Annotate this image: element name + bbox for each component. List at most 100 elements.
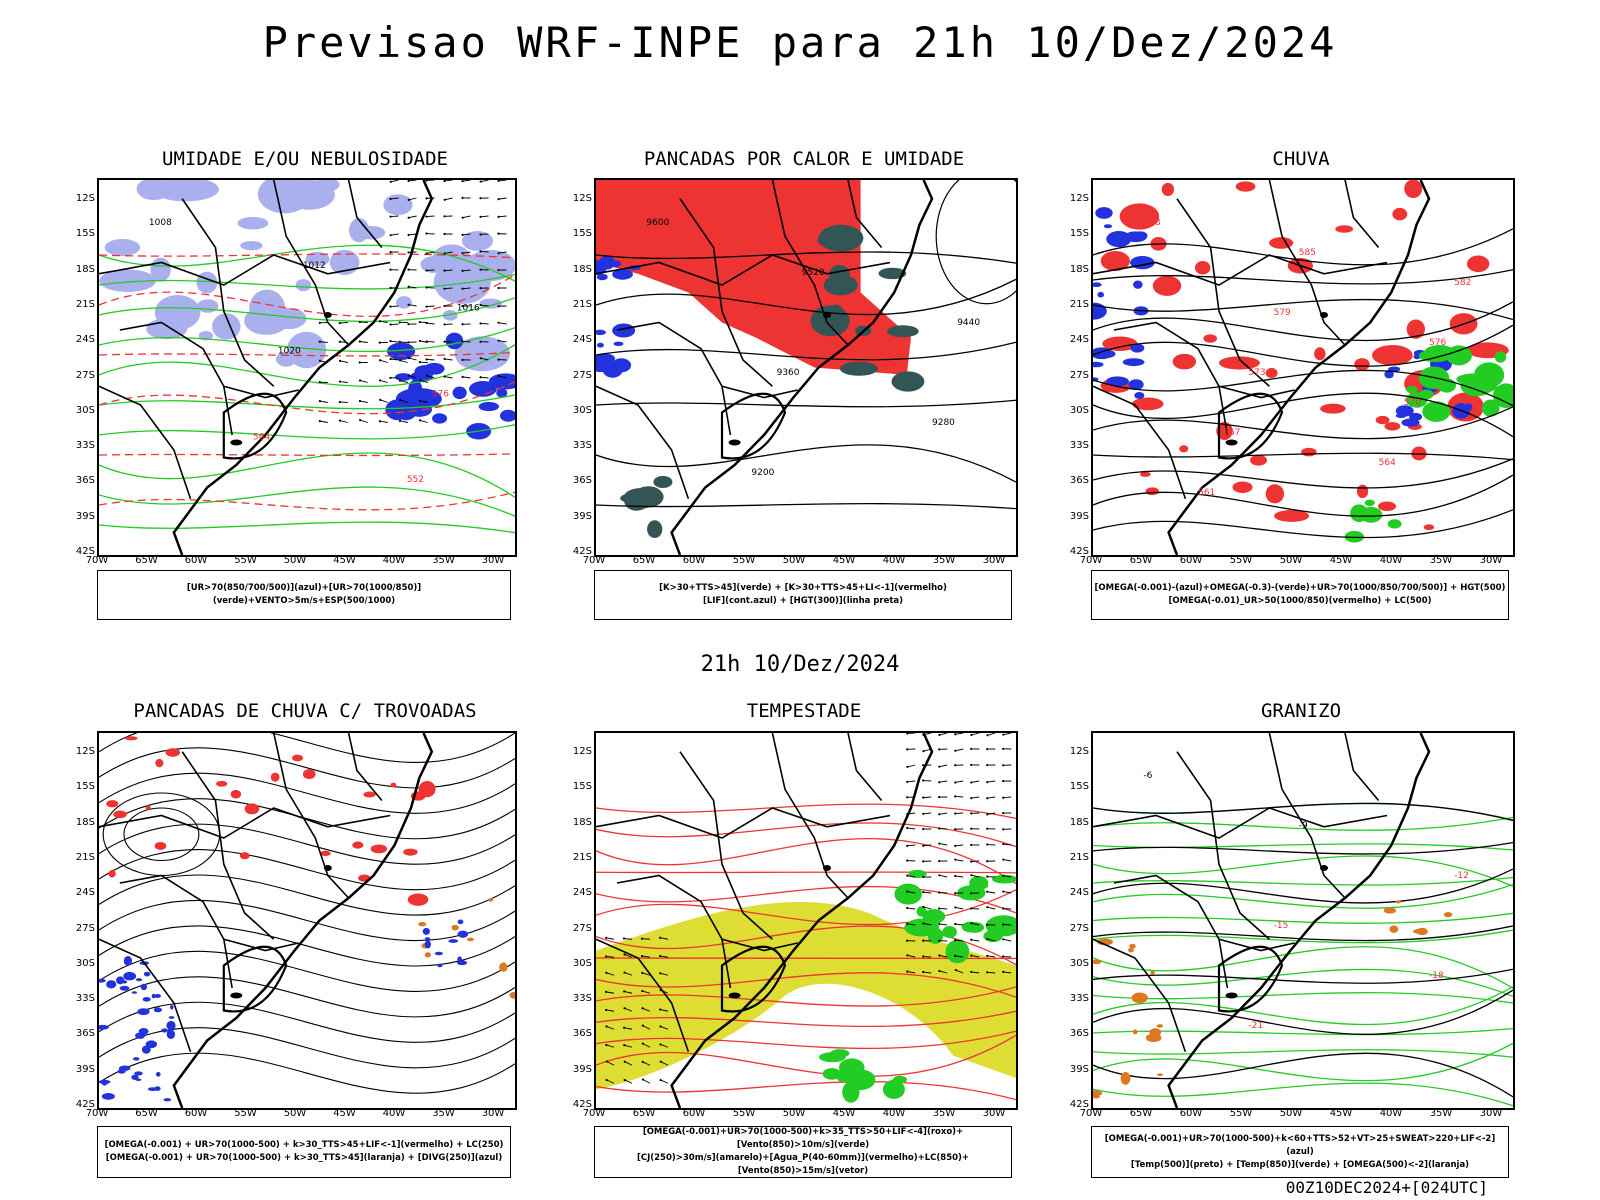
lon-tick-label: 60W (184, 1108, 208, 1119)
lon-tick-label: 50W (283, 1108, 307, 1119)
lat-tick-label: 39S (1069, 1063, 1089, 1075)
lon-tick-label: 60W (682, 555, 706, 566)
lon-tick-label: 35W (1429, 555, 1453, 566)
lon-tick-label: 55W (1229, 555, 1253, 566)
lat-tick-label: 30S (572, 957, 592, 969)
legend-line: [OMEGA(-0.001)+UR>70(1000-500)+k<60+TTS>… (1104, 1133, 1496, 1157)
lat-tick-label: 12S (75, 746, 95, 757)
thunderstorm-red-area (106, 736, 436, 906)
lat-tick-label: 33S (75, 440, 95, 452)
contour-label: 1012 (303, 261, 326, 271)
wind850-vectors-west (596, 936, 669, 1084)
contour-label: 9200 (751, 468, 774, 478)
lat-tick-label: 27S (1069, 922, 1089, 934)
legend-line: [OMEGA(-0.001)-(azul)+OMEGA(-0.3)-(verde… (1094, 583, 1506, 593)
lat-tick-label: 36S (572, 475, 592, 487)
lat-tick-label: 36S (572, 1028, 592, 1040)
lat-tick-label: 42S (572, 546, 592, 557)
contour-label: 573 (1248, 368, 1265, 378)
lat-tick-label: 18S (1069, 816, 1089, 828)
lon-tick-label: 70W (1079, 1108, 1103, 1119)
panel-title-hail: GRANIZO (1260, 700, 1342, 722)
thickness-contours (99, 253, 515, 511)
lat-tick-label: 39S (572, 510, 592, 522)
contour-labels: 588 585 582 579 576 573 570 567 564 561 (1143, 218, 1471, 498)
legend-line: [OMEGA(-0.001)+UR>70(1000-500)+k>35_TTS>… (642, 1127, 964, 1150)
lon-tick-label: 35W (932, 1108, 956, 1119)
contour-label: 9440 (957, 318, 980, 328)
lon-tick-label: 35W (432, 555, 455, 566)
lon-tick-label: 65W (135, 1108, 158, 1119)
lat-tick-label: 18S (572, 816, 592, 828)
lon-tick-label: 35W (1429, 1108, 1453, 1119)
contour-label: 1016 (457, 304, 480, 314)
lat-tick-label: 12S (1069, 193, 1089, 204)
lat-tick-label: 15S (572, 781, 592, 793)
lon-tick-label: 60W (682, 1108, 706, 1119)
rain-green-area (1405, 345, 1513, 422)
lat-tick-label: 30S (1069, 404, 1089, 416)
legend-hail: [OMEGA(-0.001)+UR>70(1000-500)+k<60+TTS>… (1091, 1126, 1509, 1178)
lon-tick-label: 60W (1179, 1108, 1203, 1119)
legend-thunderstorms: [OMEGA(-0.001) + UR>70(1000-500) + k>30_… (97, 1126, 511, 1178)
lat-tick-label: 21S (572, 851, 592, 863)
coastline-and-borders (99, 180, 434, 555)
lon-tick-label: 50W (1279, 1108, 1303, 1119)
lon-tick-label: 55W (732, 1108, 756, 1119)
contour-label: 564 (1379, 458, 1396, 468)
contour-label: 588 (1143, 218, 1160, 228)
contour-label: 552 (407, 475, 424, 485)
convection-red-area (596, 180, 911, 375)
lon-tick-label: 70W (582, 1108, 606, 1119)
lat-tick-label: 39S (75, 510, 95, 522)
lat-tick-label: 15S (572, 228, 592, 240)
mid-time-label: 21h 10/Dez/2024 (700, 652, 900, 677)
contour-label: -6 (1143, 771, 1152, 781)
lat-tick-label: 42S (75, 546, 95, 557)
lat-tick-label: 24S (572, 887, 592, 899)
lat-tick-label: 24S (1069, 334, 1089, 346)
lon-tick-label: 45W (832, 555, 856, 566)
lat-tick-label: 15S (75, 228, 95, 240)
contour-label: 576 (1429, 338, 1446, 348)
lon-tick-label: 40W (882, 555, 906, 566)
lat-tick-label: 12S (572, 746, 592, 757)
lon-tick-label: 35W (432, 1108, 455, 1119)
contour-label: -9 (1299, 821, 1308, 831)
contour-label: 9360 (777, 368, 800, 378)
thunderstorm-orange-area (418, 897, 515, 999)
lon-tick-label: 30W (982, 1108, 1006, 1119)
lat-tick-label: 33S (572, 993, 592, 1005)
map-thunderstorms (97, 731, 517, 1110)
lon-tick-label: 50W (782, 555, 806, 566)
panel-title-convective-showers: PANCADAS POR CALOR E UMIDADE (643, 148, 965, 170)
lat-tick-label: 30S (1069, 957, 1089, 969)
lon-tick-label: 30W (481, 555, 505, 566)
lat-tick-label: 33S (1069, 440, 1089, 452)
lat-tick-label: 27S (75, 369, 95, 381)
lon-tick-label: 55W (732, 555, 756, 566)
lat-tick-label: 12S (572, 193, 592, 204)
lon-tick-label: 40W (382, 555, 406, 566)
lat-tick-label: 21S (1069, 298, 1089, 310)
wind-vectors (389, 180, 507, 379)
contour-labels: 9600 9520 9440 9360 9280 9200 (646, 218, 980, 478)
omega500-orange-east (1383, 900, 1453, 936)
lat-tick-label: 27S (572, 922, 592, 934)
lon-tick-label: 60W (1179, 555, 1203, 566)
lat-tick-label: 39S (75, 1063, 95, 1075)
hgt500-contours (1093, 228, 1513, 539)
lon-tick-label: 45W (333, 1108, 356, 1119)
coastline-and-borders (1093, 733, 1431, 1108)
contour-label: 9600 (646, 218, 669, 228)
lat-tick-label: 21S (75, 298, 95, 310)
legend-rain: [OMEGA(-0.001)-(azul)+OMEGA(-0.3)-(verde… (1091, 570, 1509, 620)
legend-convective-showers: [K>30+TTS>45](verde) + [K>30+TTS>45+LI<-… (594, 570, 1012, 620)
contour-label: 1020 (278, 347, 301, 357)
lat-tick-label: 27S (75, 922, 95, 934)
coastline-and-borders (1093, 180, 1431, 555)
lon-tick-label: 65W (632, 1108, 656, 1119)
divergence-blue-area (99, 955, 176, 1102)
lat-tick-label: 33S (1069, 993, 1089, 1005)
coastline-and-borders (596, 733, 934, 1108)
